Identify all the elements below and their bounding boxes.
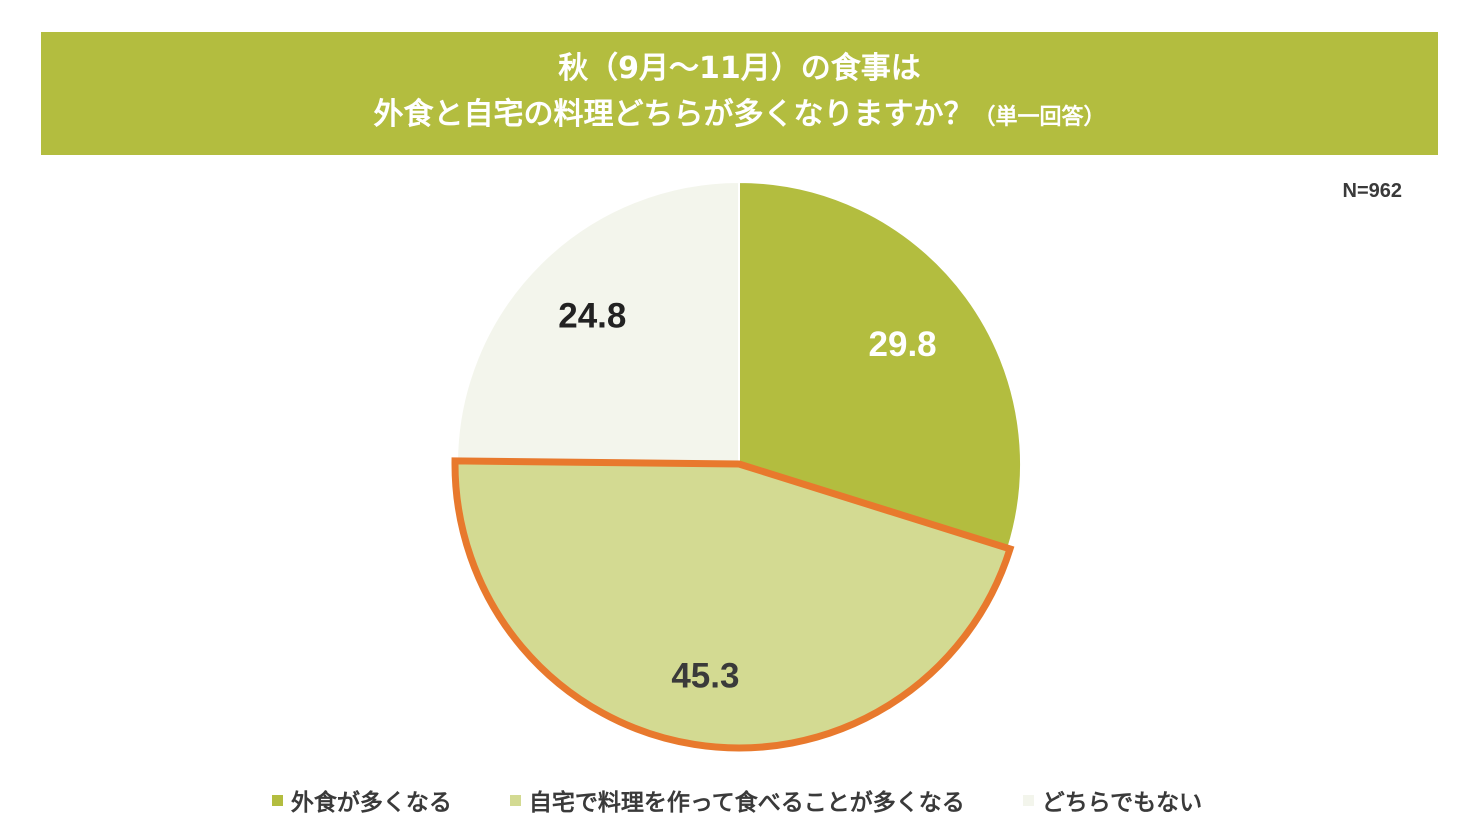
legend-swatch-1 (271, 794, 283, 806)
chart-title-line-2: 外食と自宅の料理どちらが多くなりますか？（単一回答） (41, 92, 1438, 141)
legend-swatch-2 (509, 794, 521, 806)
pie-data-label-3: 24.8 (558, 297, 626, 336)
pie-data-label-1: 29.8 (869, 325, 937, 364)
pie-slice-highlight-outline (451, 457, 1015, 752)
chart-title-line-1: 秋（9月～11月）の食事は (558, 51, 921, 86)
legend-item-1: 外食が多くなる (271, 783, 452, 817)
legend-swatch-3 (1022, 794, 1034, 806)
chart-title-note: （単一回答） (973, 105, 1106, 130)
legend-label-1: 外食が多くなる (290, 790, 452, 816)
pie-slice-1 (738, 180, 1022, 550)
chart-title-question: 外食と自宅の料理どちらが多くなりますか？ (373, 97, 974, 132)
sample-size-label: N=962 (1342, 180, 1403, 202)
legend-item-2: 自宅で料理を作って食べることが多くなる (509, 783, 965, 817)
legend-label-2: 自宅で料理を作って食べることが多くなる (528, 790, 965, 816)
legend-label-3: どちらでもない (1041, 790, 1203, 816)
pie-data-label-2: 45.3 (671, 657, 739, 696)
chart-legend: 外食が多くなる 自宅で料理を作って食べることが多くなる どちらでもない (0, 783, 1474, 817)
chart-title-banner: 秋（9月～11月）の食事は 外食と自宅の料理どちらが多くなりますか？（単一回答） (41, 32, 1438, 155)
legend-item-3: どちらでもない (1022, 783, 1203, 817)
pie-slice-3 (456, 180, 740, 466)
